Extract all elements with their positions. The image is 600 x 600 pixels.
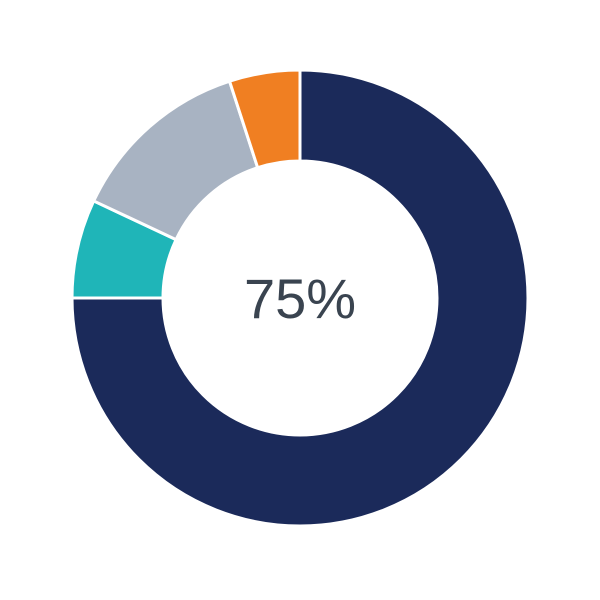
donut-slice-3 <box>227 68 302 170</box>
center-label: 75% <box>243 267 357 330</box>
donut-slice-0 <box>70 68 530 528</box>
